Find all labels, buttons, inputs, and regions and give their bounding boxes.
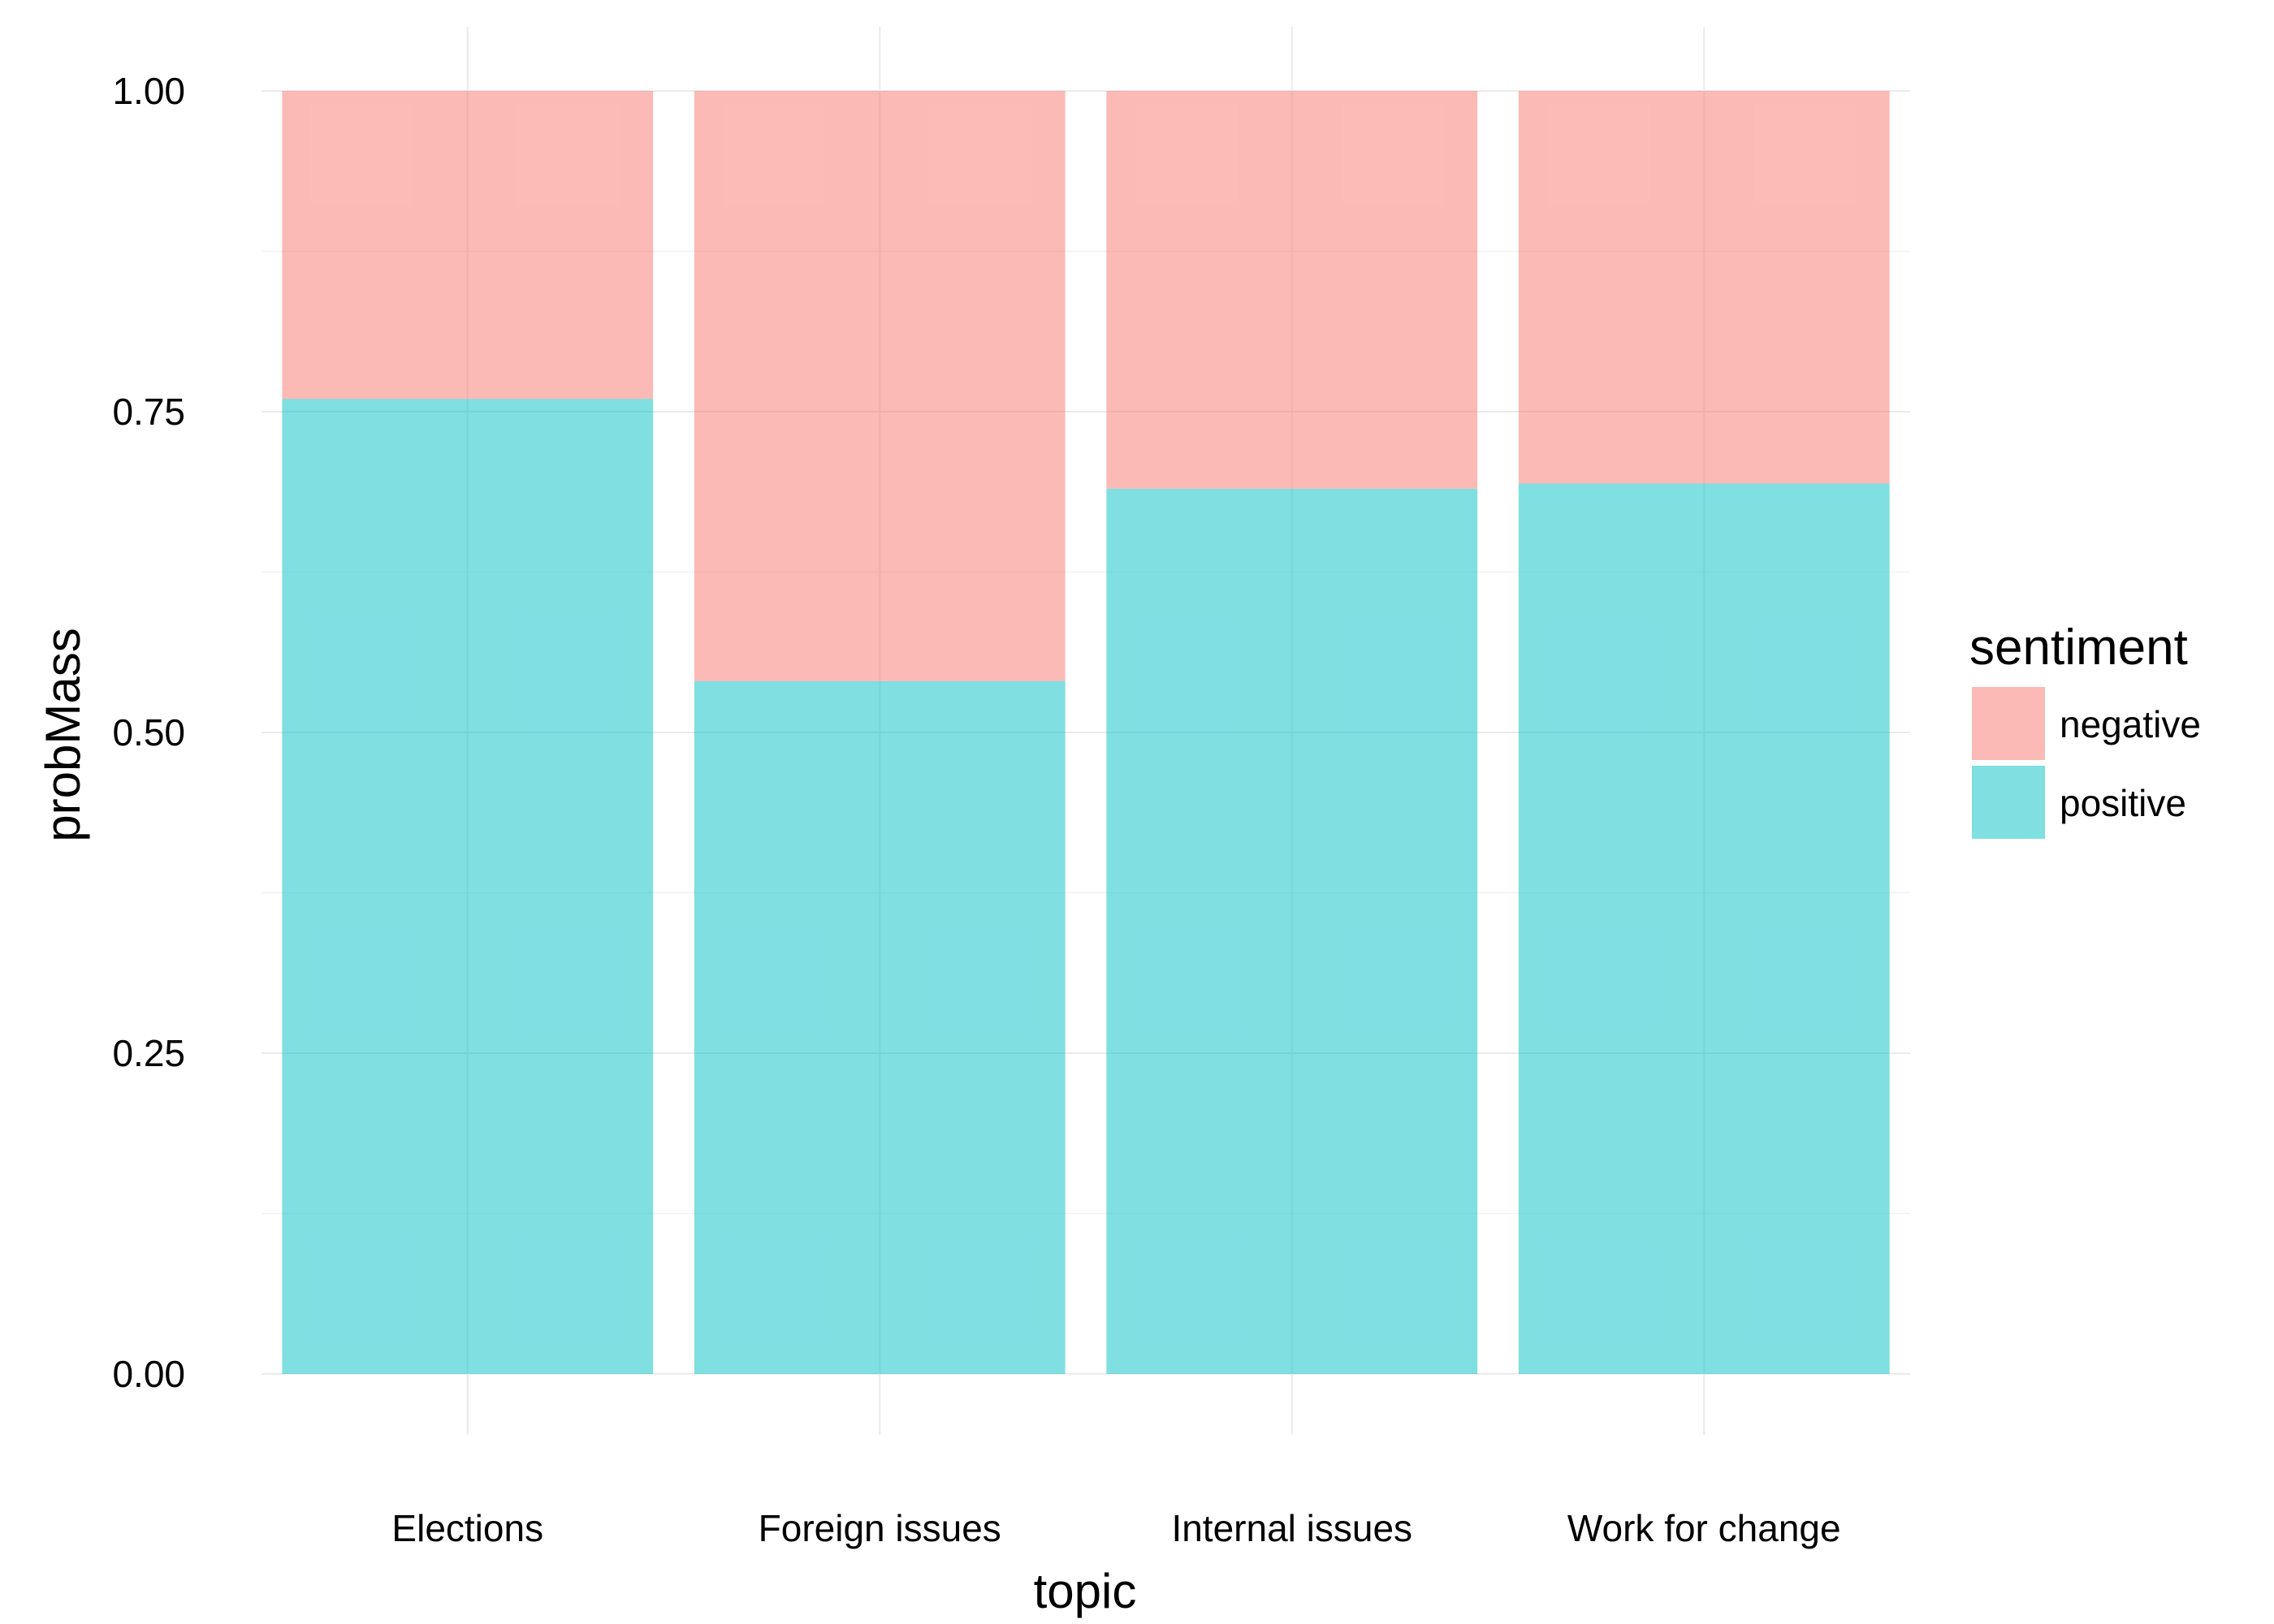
y-tick-label-4: 1.00 [112, 70, 185, 112]
y-tick-label-3: 0.75 [112, 391, 185, 433]
x-axis-title: topic [1034, 1564, 1137, 1618]
x-tick-label-0: Elections [391, 1507, 543, 1549]
bar-negative-1 [694, 91, 1066, 681]
bar-negative-2 [1106, 91, 1478, 489]
x-tick-label-3: Work for change [1567, 1507, 1841, 1549]
bar-positive-0 [282, 399, 654, 1375]
bar-positive-3 [1518, 483, 1890, 1374]
legend-title: sentiment [1969, 620, 2188, 676]
legend: sentiment negative positive [1969, 620, 2201, 839]
y-axis-title: probMass [36, 628, 90, 841]
x-axis-ticks: Elections Foreign issues Internal issues Wo… [391, 1507, 1840, 1549]
legend-label-positive: positive [2060, 782, 2186, 824]
legend-key-negative [1972, 687, 2045, 760]
bars [282, 91, 1890, 1375]
y-tick-label-2: 0.50 [112, 711, 185, 754]
x-tick-label-1: Foreign issues [759, 1507, 1001, 1549]
y-tick-label-1: 0.25 [112, 1032, 185, 1074]
x-tick-label-2: Internal issues [1171, 1507, 1412, 1549]
bar-negative-0 [282, 91, 654, 400]
bar-negative-3 [1518, 91, 1890, 484]
y-axis-ticks: 0.00 0.25 0.50 0.75 1.00 [112, 70, 185, 1395]
legend-label-negative: negative [2060, 703, 2201, 745]
bar-positive-2 [1106, 488, 1478, 1374]
legend-entries: negative positive [1972, 687, 2201, 839]
bar-positive-1 [694, 680, 1066, 1374]
y-tick-label-0: 0.00 [112, 1353, 185, 1395]
legend-key-positive [1972, 766, 2045, 839]
